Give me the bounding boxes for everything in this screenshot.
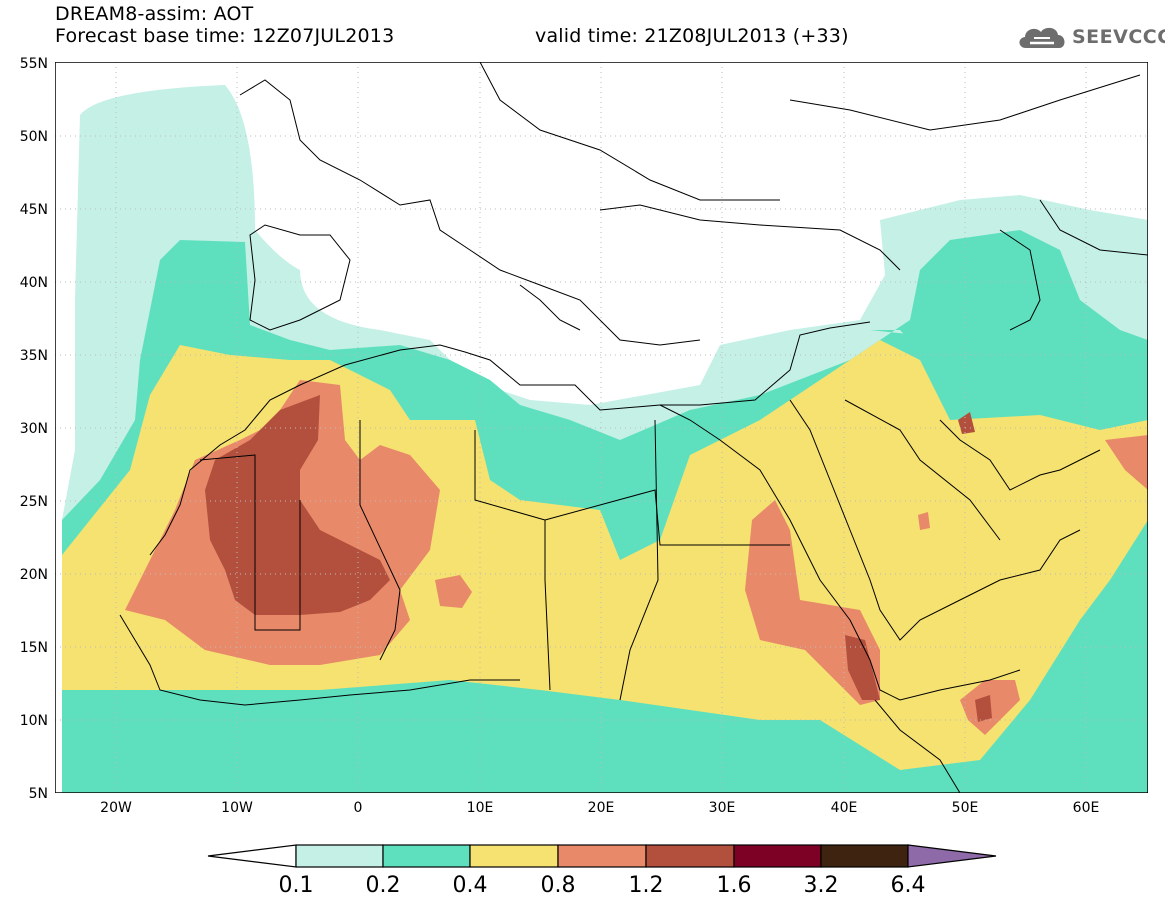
colorbar-under-arrow <box>207 844 297 868</box>
aot-band-1.2-c <box>975 695 992 722</box>
lon-tick-label: 0 <box>354 800 363 816</box>
lon-tick-label: 20E <box>588 800 615 816</box>
colorbar-segment <box>557 844 647 868</box>
aot-band-0.8-c <box>745 500 880 705</box>
lon-tick-label: 50E <box>952 800 979 816</box>
lat-tick-label: 50N <box>20 129 48 145</box>
aot-band-0.8-e <box>1105 435 1148 490</box>
colorbar-over-arrow <box>907 844 997 868</box>
lat-tick-label: 5N <box>29 786 48 802</box>
lat-tick-label: 55N <box>20 56 48 72</box>
lat-axis: 5N 10N 15N 20N 25N 30N 35N 40N 45N 50N 5… <box>20 56 48 802</box>
lat-tick-label: 25N <box>20 494 48 510</box>
lon-tick-label: 20W <box>100 800 132 816</box>
aot-band-0.8-f <box>918 512 930 530</box>
lon-axis: 20W 10W 0 10E 20E 30E 40E 50E 60E <box>100 800 1099 816</box>
valid-time-label: valid time: 21Z08JUL2013 (+33) <box>535 25 849 47</box>
colorbar-segment <box>469 844 559 868</box>
lat-tick-label: 10N <box>20 713 48 729</box>
map-title: DREAM8-assim: AOT <box>55 3 254 25</box>
lon-tick-label: 60E <box>1073 800 1100 816</box>
colorbar-segment <box>645 844 735 868</box>
lon-tick-label: 30E <box>709 800 736 816</box>
colorbar-label: 0.1 <box>279 873 314 898</box>
colorbar-label: 0.2 <box>366 873 401 898</box>
lat-tick-label: 40N <box>20 275 48 291</box>
colorbar-label: 0.8 <box>541 873 576 898</box>
cloud-icon <box>1019 27 1065 48</box>
base-time-label: Forecast base time: 12Z07JUL2013 <box>55 25 395 47</box>
colorbar-label: 0.4 <box>453 873 488 898</box>
seevccc-logo: SEEVCCC <box>1016 22 1165 52</box>
colorbar-segment <box>733 844 822 868</box>
colorbar-segment <box>820 844 909 868</box>
colorbar <box>207 844 997 868</box>
lon-tick-label: 10E <box>467 800 494 816</box>
colorbar-label: 3.2 <box>804 873 839 898</box>
coastlines <box>119 62 1148 793</box>
colorbar-segment <box>295 844 384 868</box>
colorbar-labels: 0.1 0.2 0.4 0.8 1.2 1.6 3.2 6.4 <box>279 873 926 898</box>
lat-tick-label: 30N <box>20 421 48 437</box>
aot-band-1.2-b <box>845 635 880 700</box>
colorbar-label: 1.6 <box>717 873 752 898</box>
graticule <box>55 62 1148 793</box>
time-line: Forecast base time: 12Z07JUL2013 valid t… <box>55 25 849 47</box>
lat-tick-label: 45N <box>20 202 48 218</box>
lat-tick-label: 15N <box>20 640 48 656</box>
lat-tick-label: 35N <box>20 348 48 364</box>
colorbar-segment <box>382 844 471 868</box>
lon-tick-label: 40E <box>831 800 858 816</box>
aot-band-1.2 <box>205 395 390 615</box>
lat-tick-label: 20N <box>20 567 48 583</box>
lon-tick-label: 10W <box>221 800 253 816</box>
colorbar-label: 1.2 <box>629 873 664 898</box>
logo-text: SEEVCCC <box>1072 26 1165 48</box>
aot-band-0.8-b <box>435 575 472 608</box>
map-title-block: DREAM8-assim: AOT Forecast base time: 12… <box>55 3 849 47</box>
map-area <box>55 62 1148 793</box>
colorbar-label: 6.4 <box>891 873 926 898</box>
